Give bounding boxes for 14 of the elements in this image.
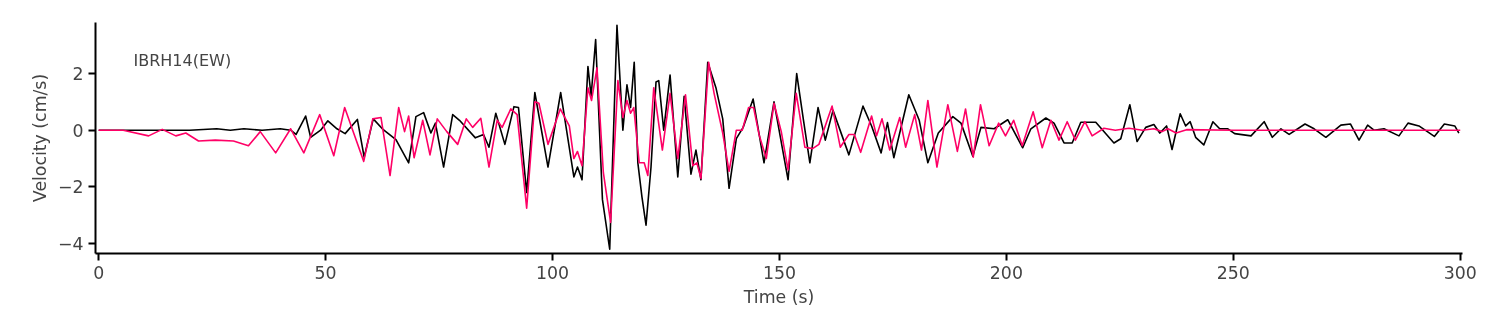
y-tick-label: 0	[72, 120, 84, 141]
annotation: IBRH14(EW)	[133, 51, 232, 70]
y-axis-title: Velocity (cm/s)	[29, 73, 50, 203]
x-tick-label: 300	[1443, 262, 1477, 283]
y-tick-label: 2	[72, 64, 84, 85]
y-tick-label: −2	[57, 177, 84, 198]
x-tick-label: 0	[93, 262, 105, 283]
x-tick-label: 100	[535, 262, 570, 283]
x-tick-label: 150	[762, 262, 796, 283]
y-tick-label: −4	[57, 234, 84, 255]
x-tick-label: 50	[314, 262, 337, 283]
x-tick-label: 200	[989, 262, 1023, 283]
x-axis-title: Time (s)	[742, 286, 815, 307]
x-tick-label: 250	[1216, 262, 1250, 283]
